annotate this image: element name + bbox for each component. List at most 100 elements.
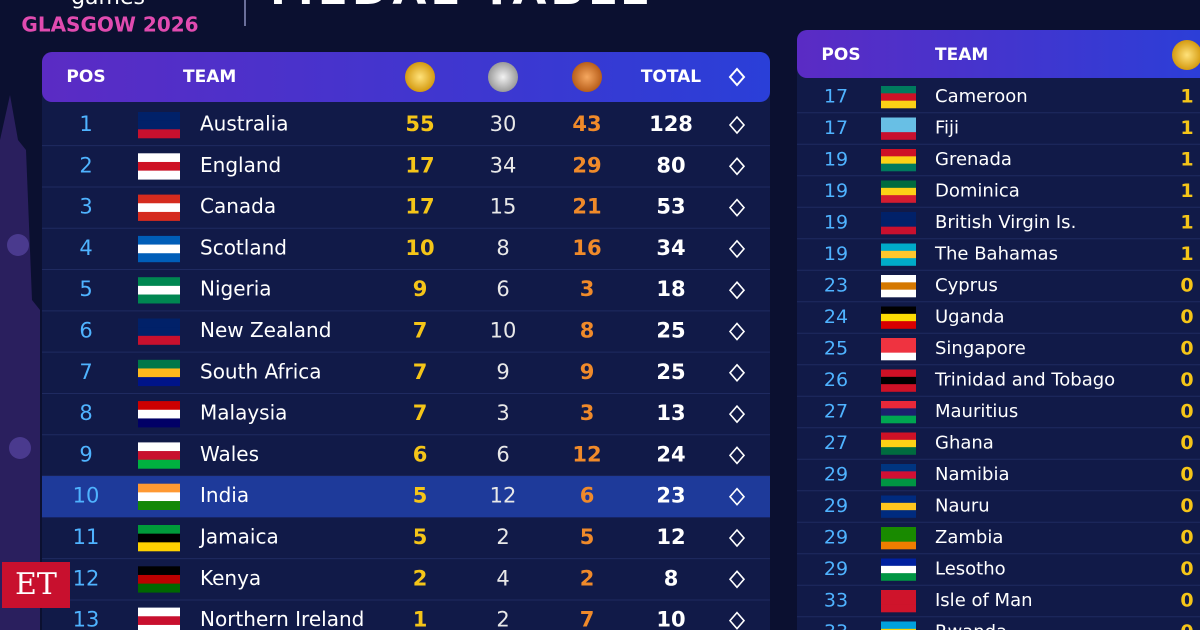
gold-count: 17 <box>405 195 434 219</box>
gold-count: 10 <box>405 236 434 260</box>
total-count: 25 <box>656 360 685 384</box>
team-name: Singapore <box>935 338 1026 359</box>
team-name: England <box>200 153 281 177</box>
sort-icon[interactable] <box>728 67 746 87</box>
position: 29 <box>824 464 848 486</box>
bronze-medal-icon <box>572 62 602 92</box>
flag-stripe <box>138 409 180 419</box>
row-expand-icon <box>728 363 746 383</box>
team-name: Scotland <box>200 235 287 259</box>
total-count: 128 <box>649 112 693 136</box>
flag-stripe <box>881 541 916 550</box>
silver-count: 12 <box>490 484 517 508</box>
flag-stripe <box>138 624 180 630</box>
flag-stripe <box>138 451 180 461</box>
position: 25 <box>824 338 848 360</box>
flag-stripe <box>881 124 916 133</box>
gold-count: 5 <box>413 525 428 549</box>
team-name: Zambia <box>935 527 1003 548</box>
bronze-count: 9 <box>580 360 595 384</box>
silver-count: 30 <box>490 112 517 136</box>
team-name: Nauru <box>935 496 990 517</box>
brand: games <box>71 0 145 10</box>
flag-stripe <box>881 117 916 126</box>
flag-stripe <box>138 566 180 576</box>
flag-stripe <box>138 616 180 626</box>
flag-stripe <box>138 533 180 543</box>
flag-stripe <box>881 250 916 259</box>
flag-stripe <box>881 384 916 392</box>
gold-count: 0 <box>1180 401 1193 423</box>
team-name: Grenada <box>935 149 1012 170</box>
bronze-count: 3 <box>580 277 595 301</box>
position: 9 <box>79 442 92 466</box>
team-name: Cameroon <box>935 86 1028 107</box>
logo: ET <box>15 567 57 602</box>
silver-count: 6 <box>496 277 509 301</box>
gold-count: 0 <box>1180 590 1193 612</box>
gold-count: 0 <box>1180 464 1193 486</box>
position: 12 <box>73 566 100 590</box>
gold-count: 0 <box>1180 432 1193 454</box>
gold-count: 1 <box>413 608 428 630</box>
flag-stripe <box>881 597 916 605</box>
flag-stripe <box>138 120 180 130</box>
position: 29 <box>824 527 848 549</box>
team-name: Isle of Man <box>935 590 1033 611</box>
flag-stripe <box>138 574 180 584</box>
flag-stripe <box>138 129 180 139</box>
gold-count: 5 <box>413 484 428 508</box>
gold-count: 0 <box>1180 558 1193 580</box>
total-count: 24 <box>656 442 685 466</box>
flag-stripe <box>881 621 916 630</box>
flag-stripe <box>881 226 916 235</box>
gold-count: 6 <box>413 442 428 466</box>
gold-count: 0 <box>1180 338 1193 360</box>
page-title: MEDAL TABLE <box>270 0 654 15</box>
flag-stripe <box>881 573 916 581</box>
team-name: Uganda <box>935 307 1005 328</box>
col-header: TEAM <box>935 45 988 65</box>
team-name: New Zealand <box>200 318 331 342</box>
flag-stripe <box>138 161 180 171</box>
bronze-count: 8 <box>580 319 595 343</box>
team-name: Australia <box>200 112 288 136</box>
bronze-count: 5 <box>580 525 595 549</box>
flag-stripe <box>881 313 916 322</box>
col-header: POS <box>821 45 860 65</box>
row-expand-icon <box>728 280 746 300</box>
total-count: 23 <box>656 484 685 508</box>
team-name: Cyprus <box>935 275 998 296</box>
bronze-count: 6 <box>580 484 595 508</box>
flag-stripe <box>881 187 916 196</box>
flag-stripe <box>138 112 180 121</box>
team-name: Wales <box>200 442 259 466</box>
flag-stripe <box>138 542 180 552</box>
flag-stripe <box>138 442 180 452</box>
silver-count: 2 <box>496 608 509 630</box>
team-name: Trinidad and Tobago <box>934 370 1115 391</box>
flag-stripe <box>881 289 916 298</box>
flag-stripe <box>138 583 180 593</box>
flag-stripe <box>881 432 916 441</box>
silver-count: 3 <box>496 401 509 425</box>
clock-face <box>9 437 31 459</box>
gold-count: 17 <box>405 153 434 177</box>
flag-stripe <box>138 170 180 180</box>
team-name: Nigeria <box>200 277 272 301</box>
flag-stripe <box>881 527 916 535</box>
bronze-count: 12 <box>572 442 601 466</box>
gold-count: 1 <box>1180 149 1193 171</box>
flag-stripe <box>881 180 916 189</box>
row-expand-icon <box>728 611 746 630</box>
flag-stripe <box>881 132 916 140</box>
row-expand-icon <box>728 157 746 176</box>
flag-stripe <box>881 401 916 409</box>
total-count: 34 <box>656 236 685 260</box>
position: 19 <box>824 243 848 265</box>
silver-count: 8 <box>496 236 509 260</box>
gold-count: 0 <box>1180 527 1193 549</box>
team-name: South Africa <box>200 359 322 383</box>
flag-stripe <box>881 321 916 329</box>
gold-count: 7 <box>413 401 428 425</box>
